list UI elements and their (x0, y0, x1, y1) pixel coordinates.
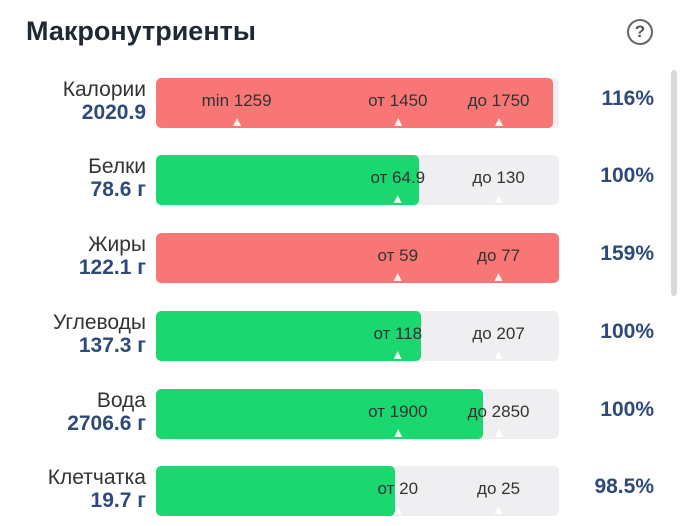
macro-row[interactable]: Калории 2020.9 min 1259 от 1450 до 1750 116% (0, 76, 668, 136)
range-marker: до 207 (472, 311, 525, 361)
help-icon[interactable]: ? (627, 19, 653, 45)
marker-triangle-icon (393, 118, 402, 126)
range-marker: min 1259 (202, 78, 272, 128)
marker-triangle-icon (494, 118, 503, 126)
progress-fill (156, 389, 484, 439)
progress-fill (156, 466, 395, 516)
progress-track: от 64.9 до 130 (156, 155, 559, 205)
range-marker: от 118 (373, 311, 422, 361)
progress-fill (156, 155, 420, 205)
macro-percent: 100% (600, 398, 654, 421)
macro-name: Клетчатка (47, 466, 146, 489)
range-marker-label: до 207 (472, 324, 525, 343)
marker-triangle-icon (494, 351, 503, 359)
macro-percent: 98.5% (594, 475, 654, 498)
range-marker: до 25 (477, 466, 520, 516)
range-marker-label: от 1900 (368, 402, 428, 421)
progress-fill (156, 233, 559, 283)
macro-name: Углеводы (52, 311, 146, 334)
marker-triangle-icon (393, 506, 402, 514)
marker-triangle-icon (232, 118, 241, 126)
range-marker: от 1450 (368, 78, 428, 128)
macro-name: Жиры (88, 233, 146, 256)
macro-name: Калории (62, 78, 146, 101)
macro-name: Белки (88, 155, 146, 178)
range-marker: от 59 (377, 233, 419, 283)
marker-triangle-icon (393, 273, 402, 281)
scrollbar[interactable] (671, 70, 677, 296)
macro-row[interactable]: Жиры 122.1 г от 59 до 77 159% (0, 231, 668, 291)
progress-track: от 118 до 207 (156, 311, 559, 361)
range-marker-label: до 77 (477, 246, 521, 265)
range-marker-label: до 25 (477, 479, 521, 498)
progress-fill (156, 78, 553, 128)
progress-fill (156, 311, 422, 361)
range-marker-label: от 1450 (368, 91, 428, 110)
range-marker: до 130 (472, 155, 525, 205)
marker-triangle-icon (393, 351, 402, 359)
macro-amount: 19.7 г (90, 489, 146, 512)
macro-amount: 137.3 г (78, 334, 146, 357)
marker-triangle-icon (494, 195, 503, 203)
range-marker: от 1900 (368, 389, 428, 439)
marker-triangle-icon (393, 195, 402, 203)
macro-row[interactable]: Клетчатка 19.7 г от 20 до 25 98.5% (0, 464, 668, 524)
macro-percent: 116% (601, 87, 654, 110)
range-marker-label: до 2850 (467, 402, 530, 421)
progress-track: от 1900 до 2850 (156, 389, 559, 439)
macro-amount: 2020.9 (81, 101, 146, 124)
range-marker-label: до 1750 (467, 91, 530, 110)
progress-track: от 59 до 77 (156, 233, 559, 283)
macro-name: Вода (96, 389, 146, 412)
macro-percent: 159% (600, 242, 654, 265)
range-marker: до 77 (477, 233, 520, 283)
range-marker: от 20 (377, 466, 419, 516)
progress-track: от 20 до 25 (156, 466, 559, 516)
range-marker-label: до 130 (472, 168, 525, 187)
macro-row[interactable]: Вода 2706.6 г от 1900 до 2850 100% (0, 387, 668, 447)
macro-percent: 100% (600, 320, 654, 343)
macro-row[interactable]: Углеводы 137.3 г от 118 до 207 100% (0, 309, 668, 369)
range-marker: до 1750 (468, 78, 530, 128)
range-marker-label: от 59 (377, 246, 419, 265)
range-marker: до 2850 (468, 389, 530, 439)
range-marker-label: от 118 (373, 324, 423, 343)
range-marker: от 64.9 (370, 155, 425, 205)
macro-row[interactable]: Белки 78.6 г от 64.9 до 130 100% (0, 153, 668, 213)
macro-amount: 122.1 г (78, 256, 146, 279)
marker-triangle-icon (494, 506, 503, 514)
range-marker-label: от 20 (377, 479, 419, 498)
range-marker-label: от 64.9 (370, 168, 426, 187)
macro-percent: 100% (600, 164, 654, 187)
macro-amount: 2706.6 г (67, 412, 146, 435)
range-marker-label: min 1259 (201, 91, 272, 110)
marker-triangle-icon (393, 429, 402, 437)
marker-triangle-icon (494, 273, 503, 281)
page-title: Макронутриенты (26, 16, 256, 46)
marker-triangle-icon (494, 429, 503, 437)
macro-amount: 78.6 г (90, 178, 146, 201)
progress-track: min 1259 от 1450 до 1750 (156, 78, 559, 128)
